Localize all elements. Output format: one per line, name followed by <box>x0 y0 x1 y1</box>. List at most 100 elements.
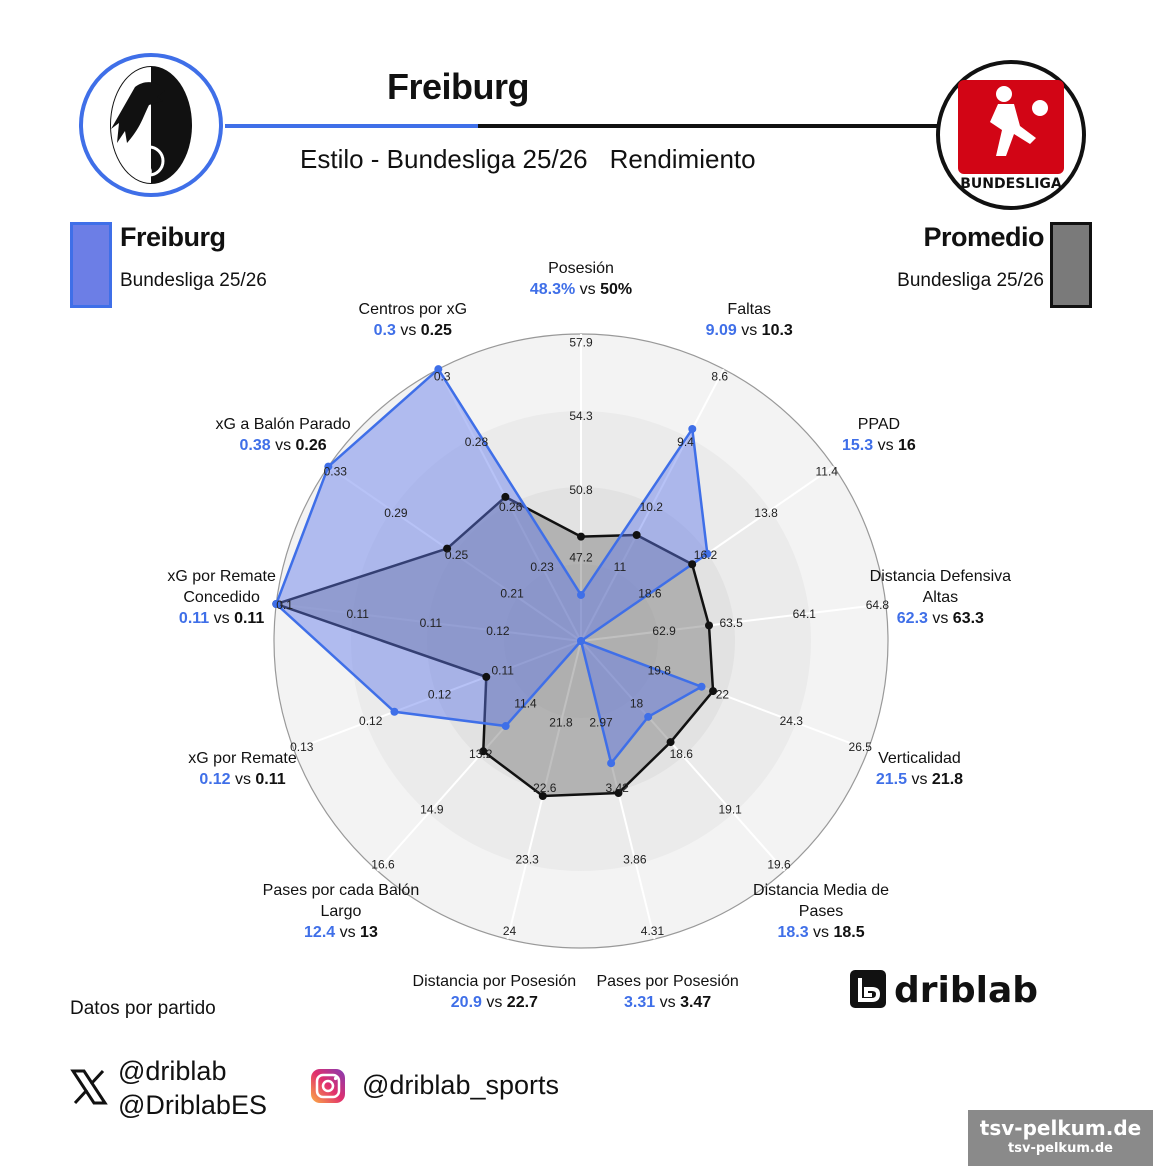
legend-average-league: Bundesliga 25/26 <box>897 270 1044 291</box>
metric-value-average: 16 <box>898 437 916 455</box>
radar-tick-label: 64.8 <box>866 598 890 612</box>
legend-team-name: Freiburg <box>120 222 226 252</box>
metric-value-team: 18.3 <box>777 924 809 942</box>
metric-vs: vs <box>230 771 256 789</box>
metric-value-average: 0.11 <box>234 609 265 627</box>
radar-tick-label: 18.6 <box>670 747 694 761</box>
radar-tick-label: 0.21 <box>500 586 524 600</box>
metric-values: 0.12 vs 0.11 <box>188 769 296 790</box>
instagram-icon[interactable] <box>310 1068 346 1104</box>
metric-name: PPAD <box>857 416 901 434</box>
metric-vs: vs <box>907 771 932 789</box>
radar-tick-label: 0.12 <box>428 688 452 702</box>
metric-value-team: 21.5 <box>875 771 908 789</box>
series-point-average <box>632 530 641 539</box>
radar-tick-label: 13.8 <box>754 506 778 520</box>
metric-value-average: 22.7 <box>506 994 538 1012</box>
footnote: Datos por partido <box>70 998 216 1019</box>
legend-team-league: Bundesliga 25/26 <box>120 270 267 291</box>
radar-tick-label: 4.31 <box>641 924 665 938</box>
series-point-average <box>577 532 585 541</box>
radar-tick-label: 47.2 <box>569 550 593 564</box>
freiburg-logo <box>79 53 223 197</box>
metric-value-average: 0.11 <box>255 771 286 789</box>
page-subtitle: Estilo - Bundesliga 25/26 Rendimiento <box>300 144 778 175</box>
metric-label: xG por Remate Concedido 0.11 vs 0.11 <box>167 566 275 629</box>
metric-name: xG a Balón Parado <box>215 416 351 434</box>
radar-tick-label: 0.1 <box>276 598 293 612</box>
metric-value-team: 0.38 <box>239 437 271 455</box>
svg-text:driblab: driblab <box>894 970 1038 1011</box>
radar-tick-label: 16.6 <box>371 858 395 872</box>
radar-tick-label: 0.11 <box>346 607 369 621</box>
series-polygon-team <box>274 367 709 766</box>
x-twitter-icon[interactable] <box>70 1068 108 1106</box>
header-line-team <box>225 124 480 128</box>
watermark-line-2: tsv-pelkum.de <box>1008 1141 1113 1156</box>
radar-tick-label: 16.2 <box>694 548 718 562</box>
metric-name: xG por Remate <box>188 750 297 768</box>
metric-label: Pases por cada Balón Largo 12.4 vs 13 <box>263 880 420 943</box>
metric-name: xG por Remate <box>167 567 276 585</box>
metric-value-team: 12.4 <box>304 924 336 942</box>
metric-vs: vs <box>575 281 601 298</box>
metric-label: xG por Remate 0.12 vs 0.11 <box>188 748 296 790</box>
metric-name: Centros por xG <box>358 301 468 319</box>
series-point-team <box>272 599 281 608</box>
metric-value-team: 0.12 <box>199 771 231 789</box>
driblab-brand: driblab <box>848 968 1078 1017</box>
bundesliga-logo: BUNDESLIGA <box>936 60 1086 210</box>
bundesliga-logo-icon: BUNDESLIGA <box>958 80 1064 192</box>
metric-values: 3.31 vs 3.47 <box>596 992 738 1013</box>
metric-name: Distancia Defensiva <box>869 567 1012 585</box>
metric-values: 0.3 vs 0.25 <box>359 320 467 341</box>
radar-tick-label: 0.12 <box>486 624 510 638</box>
series-point-team <box>501 722 510 731</box>
series-point-average <box>443 544 452 553</box>
watermark-line-1: tsv-pelkum.de <box>979 1116 1142 1140</box>
radar-tick-label: 0.29 <box>384 506 408 520</box>
metric-values: 20.9 vs 22.7 <box>413 992 577 1013</box>
metric-label: Verticalidad 21.5 vs 21.8 <box>876 748 963 790</box>
metric-vs: vs <box>808 924 834 942</box>
series-point-average <box>666 738 675 747</box>
radar-tick-label: 11.4 <box>514 697 537 711</box>
metric-value-team: 0.3 <box>373 322 396 340</box>
metric-values: 48.3% vs 50% <box>530 279 632 300</box>
radar-tick-label: 11 <box>614 560 627 574</box>
metric-values: 12.4 vs 13 <box>263 922 420 943</box>
radar-tick-label: 11.4 <box>816 464 839 478</box>
instagram-handle[interactable]: @driblab_sports <box>362 1070 560 1100</box>
metric-vs: vs <box>481 994 507 1012</box>
twitter-handle-1[interactable]: @driblab <box>118 1056 227 1086</box>
radar-tick-label: 10.2 <box>640 500 664 514</box>
metric-name: Largo <box>320 903 362 921</box>
metric-value-average: 18.5 <box>833 924 865 942</box>
metric-vs: vs <box>873 437 899 455</box>
metric-value-team: 3.31 <box>624 994 656 1012</box>
radar-tick-label: 19.1 <box>718 802 742 816</box>
metric-vs: vs <box>395 322 421 340</box>
metric-value-team: 20.9 <box>450 994 482 1012</box>
series-point-average <box>704 621 713 630</box>
metric-label: Distancia Media de Pases 18.3 vs 18.5 <box>753 880 889 943</box>
subtitle-performance: Rendimiento <box>609 144 756 174</box>
radar-tick-label: 22.6 <box>533 781 557 795</box>
series-point-team <box>644 712 653 721</box>
twitter-handle-2[interactable]: @DriblabES <box>118 1090 267 1120</box>
metric-value-team: 48.3% <box>529 281 576 298</box>
series-point-team <box>434 365 443 374</box>
metric-value-team: 15.3 <box>841 437 874 455</box>
series-point-average <box>614 789 623 798</box>
radar-tick-label: 26.5 <box>849 740 873 754</box>
series-point-team <box>607 759 616 768</box>
radar-tick-label: 0.3 <box>434 370 451 384</box>
metric-name: Pases por cada Balón <box>262 882 420 900</box>
radar-tick-label: 24.3 <box>780 714 804 728</box>
radar-tick-label: 0.11 <box>492 664 515 678</box>
series-point-average <box>709 687 718 696</box>
radar-tick-label: 0.26 <box>499 500 523 514</box>
radar-tick-label: 0.13 <box>290 740 314 754</box>
radar-tick-label: 13.2 <box>469 747 493 761</box>
metric-values: 21.5 vs 21.8 <box>876 769 963 790</box>
